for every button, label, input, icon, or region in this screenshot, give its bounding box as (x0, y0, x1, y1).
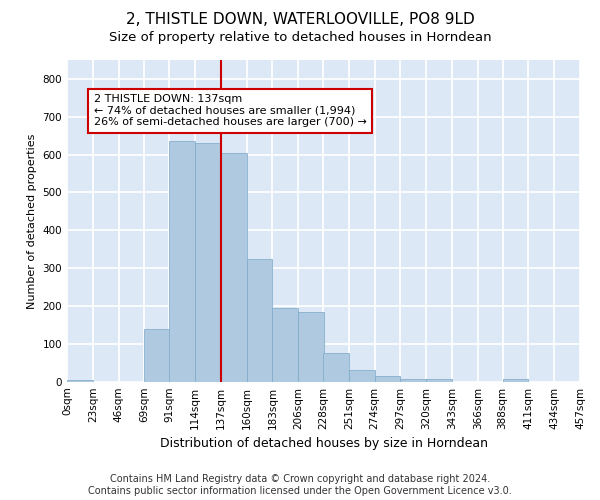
Text: 2, THISTLE DOWN, WATERLOOVILLE, PO8 9LD: 2, THISTLE DOWN, WATERLOOVILLE, PO8 9LD (125, 12, 475, 28)
Bar (374, 376, 400, 382)
Bar (298, 312, 324, 382)
Bar (272, 308, 298, 382)
Bar (349, 370, 374, 382)
Text: 2 THISTLE DOWN: 137sqm
← 74% of detached houses are smaller (1,994)
26% of semi-: 2 THISTLE DOWN: 137sqm ← 74% of detached… (94, 94, 367, 128)
Bar (195, 144, 221, 382)
Bar (323, 354, 349, 382)
Bar (503, 378, 529, 382)
Bar (247, 258, 272, 382)
Bar (221, 152, 247, 382)
Text: Size of property relative to detached houses in Horndean: Size of property relative to detached ho… (109, 31, 491, 44)
Bar (67, 380, 93, 382)
Y-axis label: Number of detached properties: Number of detached properties (27, 133, 37, 308)
X-axis label: Distribution of detached houses by size in Horndean: Distribution of detached houses by size … (160, 437, 488, 450)
Bar (426, 378, 452, 382)
Bar (169, 142, 195, 382)
Bar (145, 328, 170, 382)
Bar (400, 378, 426, 382)
Text: Contains HM Land Registry data © Crown copyright and database right 2024.
Contai: Contains HM Land Registry data © Crown c… (88, 474, 512, 496)
Bar (580, 380, 600, 382)
